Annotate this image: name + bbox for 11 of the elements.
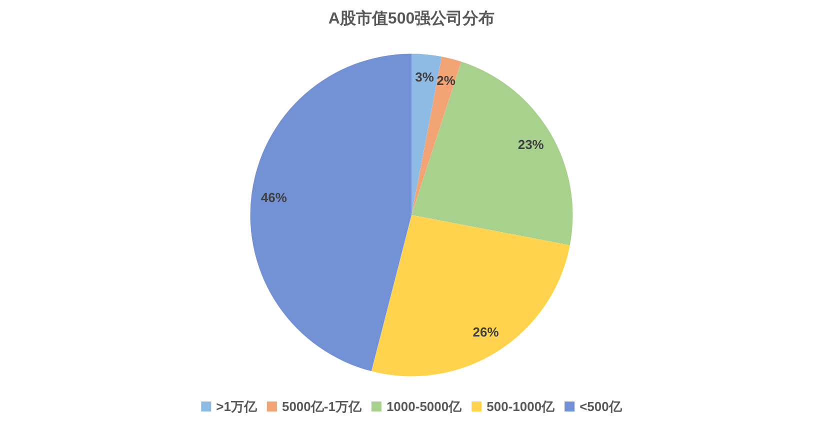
legend-label: 1000-5000亿 (386, 399, 463, 414)
data-label: 46% (260, 190, 288, 206)
legend-label: <500亿 (580, 399, 623, 414)
legend-label: 500-1000亿 (486, 399, 556, 414)
legend-label: >1万亿 (216, 399, 258, 414)
data-label: 3% (415, 69, 434, 84)
data-label: 23% (518, 136, 544, 152)
data-label: 2% (436, 73, 456, 88)
legend-label: 5000亿-1万亿 (282, 399, 362, 414)
data-label: 26% (472, 324, 500, 340)
chart-title: A股市值500强公司分布 (328, 10, 495, 28)
